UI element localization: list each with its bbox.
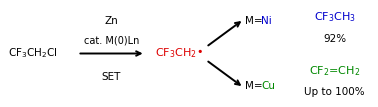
Text: Zn: Zn [105,16,118,26]
Text: CF$_3$CH$_2$Cl: CF$_3$CH$_2$Cl [8,47,57,60]
Text: SET: SET [102,72,121,82]
Text: cat. M(0)Ln: cat. M(0)Ln [84,36,139,46]
Text: Cu: Cu [261,81,275,91]
Text: CF$_3$CH$_3$: CF$_3$CH$_3$ [313,10,356,24]
Text: Ni: Ni [261,16,272,26]
Text: M=: M= [245,81,263,91]
Text: 92%: 92% [323,33,346,44]
Text: CF$_2$=CH$_2$: CF$_2$=CH$_2$ [309,64,360,77]
Text: Up to 100%: Up to 100% [304,87,365,97]
Text: CF$_3$CH$_2$•: CF$_3$CH$_2$• [155,47,203,60]
Text: M=: M= [245,16,263,26]
